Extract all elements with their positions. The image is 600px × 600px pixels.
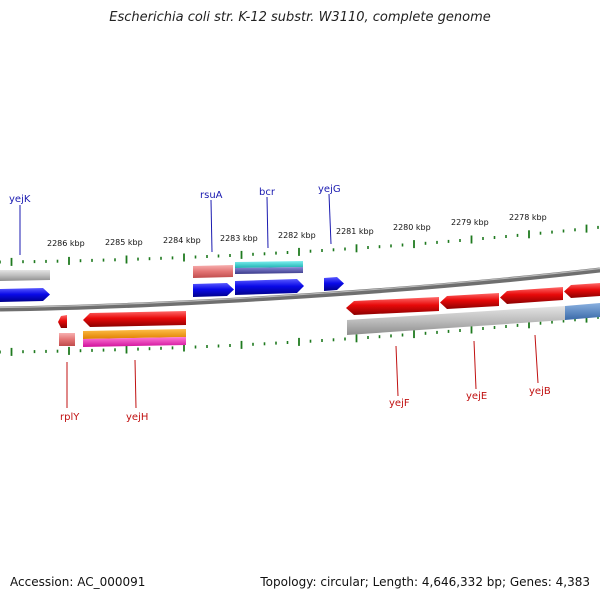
gene-arrow-yejH[interactable] [83,311,186,327]
forward-gene-labels: yejK rsuA bcr yejG [9,184,341,205]
scale-label-2281: 2281 kbp [336,227,374,236]
gene-arrow-bcr[interactable] [235,279,304,295]
gene-label-yejE[interactable]: yejE [466,391,487,402]
outer-scale-ticks [0,224,599,266]
gene-arrow-yejB[interactable] [500,287,563,304]
scale-label-2285: 2285 kbp [105,238,143,247]
inner-scale-ticks [0,314,599,356]
scale-label-2282: 2282 kbp [278,231,316,240]
scale-label-2279: 2279 kbp [451,218,489,227]
reverse-gene-labels: rplY yejH yejF yejE yejB [60,386,551,423]
gene-label-rplY[interactable]: rplY [60,412,80,423]
label-leaders [19,193,539,409]
gene-arrow-rsuA[interactable] [193,283,234,297]
accession-text: Accession: AC_000091 [10,575,146,589]
gene-label-rsuA[interactable]: rsuA [200,190,223,201]
genome-summary-text: Topology: circular; Length: 4,646,332 bp… [260,575,590,589]
gene-arrow-yejK[interactable] [0,288,50,302]
gene-label-yejF[interactable]: yejF [389,398,410,409]
gene-arrow-yejF[interactable] [346,297,439,315]
reverse-strand-genes [58,283,600,328]
gene-label-yejG[interactable]: yejG [318,184,341,195]
scale-label-2284: 2284 kbp [163,236,201,245]
scale-label-2280: 2280 kbp [393,223,431,232]
scale-labels: 2286 kbp 2285 kbp 2284 kbp 2283 kbp 2282… [47,213,547,248]
scale-label-2283: 2283 kbp [220,234,258,243]
genome-backbone [0,267,600,312]
gene-label-yejH[interactable]: yejH [126,412,148,423]
gene-label-yejB[interactable]: yejB [529,386,551,397]
gene-arrow-next[interactable] [564,283,600,298]
forward-feature-band [0,261,303,281]
gene-label-yejK[interactable]: yejK [9,194,31,205]
gene-arrow-rplY[interactable] [58,315,67,328]
map-title: Escherichia coli str. K-12 substr. W3110… [109,10,491,25]
scale-label-2286: 2286 kbp [47,239,85,248]
reverse-feature-band [59,303,600,347]
forward-strand-genes [0,277,344,302]
scale-label-2278: 2278 kbp [509,213,547,222]
gene-label-bcr[interactable]: bcr [259,187,276,198]
gene-arrow-yejG[interactable] [324,277,344,291]
gene-arrow-yejE[interactable] [440,293,499,309]
